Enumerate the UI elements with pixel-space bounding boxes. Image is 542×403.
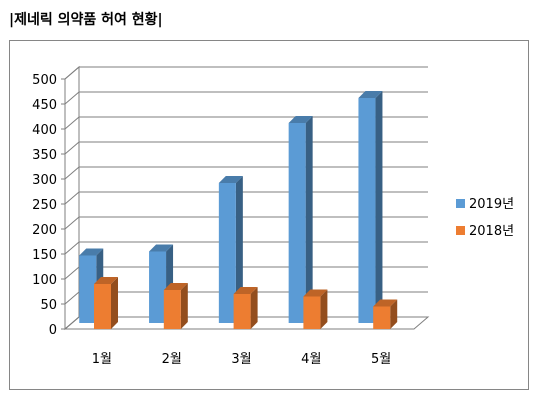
bar-top — [233, 287, 258, 294]
bar-series-1 — [358, 91, 383, 323]
bar-front — [373, 306, 391, 329]
bar-series-2 — [233, 287, 258, 329]
bar-top — [163, 283, 188, 290]
bar-series-2 — [303, 289, 328, 329]
legend-swatch — [456, 226, 465, 235]
chart-frame — [9, 40, 529, 390]
bar-front — [163, 290, 181, 329]
y-tick-label: 500 — [32, 73, 57, 88]
legend-label: 2018년 — [469, 224, 514, 239]
y-axis-ticks: 0 50 100 150 200 250 300 350 400 450 500 — [32, 73, 57, 338]
page-title: |제네릭 의약품 허여 현황| — [9, 12, 163, 28]
bar-side — [235, 176, 243, 323]
y-tick-label: 150 — [32, 248, 57, 263]
x-tick-label: 5월 — [371, 352, 391, 367]
x-axis-ticks: 1월 2월 3월 4월 5월 — [92, 352, 391, 367]
bar-front — [233, 294, 251, 329]
bar-top — [94, 277, 119, 284]
y-tick-label: 400 — [32, 123, 57, 138]
bar-front — [149, 251, 167, 323]
bar-top — [358, 91, 383, 98]
y-tick-label: 50 — [40, 298, 57, 313]
bars — [79, 91, 398, 329]
bar-series-2 — [373, 299, 398, 329]
bar-side — [111, 277, 119, 329]
bar-side — [375, 91, 383, 323]
bar-series-2 — [163, 283, 188, 329]
bar-top — [79, 248, 104, 256]
bar-side — [250, 287, 258, 329]
bar-top — [373, 299, 398, 307]
y-tick-label: 250 — [32, 198, 57, 213]
y-tick-label: 0 — [49, 323, 57, 338]
gridline — [64, 66, 428, 80]
y-tick-label: 300 — [32, 173, 57, 188]
legend: 2019년 2018년 — [456, 197, 514, 239]
bar-series-1 — [288, 116, 313, 323]
legend-swatch — [456, 199, 465, 208]
bar-front — [79, 255, 97, 323]
bar-front — [94, 284, 112, 329]
bar-top — [288, 116, 313, 123]
bar-top — [149, 244, 174, 252]
x-tick-label: 3월 — [231, 352, 251, 367]
bar-front — [358, 98, 376, 323]
gridline — [64, 91, 428, 105]
bar-top — [218, 176, 243, 183]
bar-front — [288, 123, 306, 323]
bar-top — [303, 289, 328, 297]
y-tick-label: 350 — [32, 148, 57, 163]
bar-series-2 — [94, 277, 119, 329]
bar-front — [218, 183, 236, 323]
y-tick-label: 450 — [32, 98, 57, 113]
bar-side — [305, 116, 313, 323]
x-tick-label: 4월 — [301, 352, 321, 367]
y-tick-label: 100 — [32, 273, 57, 288]
bar-side — [320, 289, 328, 329]
bar-side — [390, 299, 398, 329]
legend-label: 2019년 — [469, 197, 514, 212]
bar-side — [180, 283, 188, 329]
y-tick-label: 200 — [32, 223, 57, 238]
bar-front — [303, 296, 321, 329]
bar-series-1 — [218, 176, 243, 323]
x-tick-label: 1월 — [92, 352, 112, 367]
x-tick-label: 2월 — [162, 352, 182, 367]
